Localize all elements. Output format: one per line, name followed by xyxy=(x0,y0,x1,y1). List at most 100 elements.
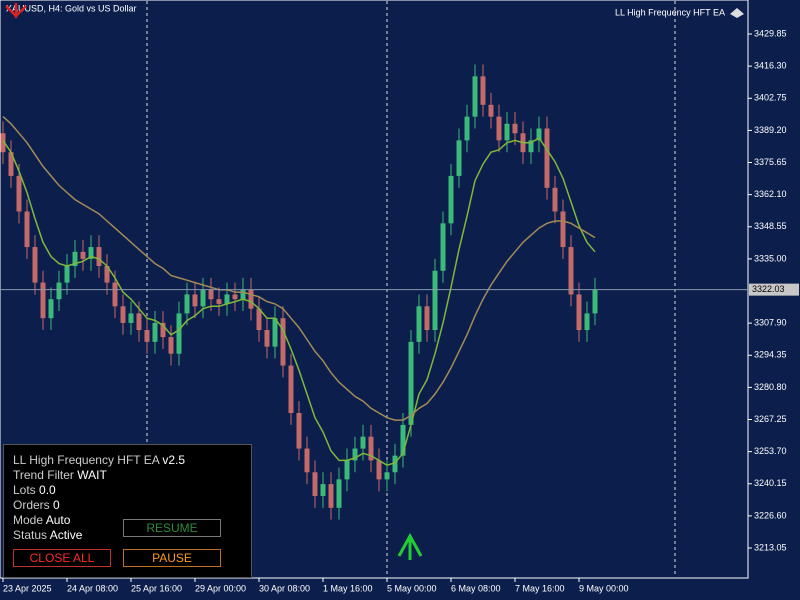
candle-body xyxy=(96,247,102,267)
y-tick-label: 3226.60 xyxy=(754,510,787,520)
candle-body xyxy=(536,128,542,141)
candle-body xyxy=(544,128,550,188)
candle-body xyxy=(416,306,422,342)
y-tick-label: 3253.70 xyxy=(754,446,787,456)
y-tick-label: 3416.30 xyxy=(754,61,787,71)
candle-body xyxy=(0,133,6,153)
y-tick-label: 3280.80 xyxy=(754,382,787,392)
candle-body xyxy=(16,175,22,212)
candle-body xyxy=(472,76,478,117)
y-tick-label: 3348.55 xyxy=(754,221,787,231)
panel-row: Mode Auto xyxy=(13,513,70,527)
x-tick-label: 5 May 00:00 xyxy=(387,583,437,593)
panel-row: Trend Filter WAIT xyxy=(13,468,107,482)
x-tick-label: 25 Apr 16:00 xyxy=(131,583,182,593)
candle-body xyxy=(272,318,278,347)
candle-body xyxy=(456,140,462,176)
row-value: 0.0 xyxy=(39,483,56,497)
candle-body xyxy=(40,282,46,319)
candle-body xyxy=(248,289,254,309)
candle-body xyxy=(104,266,110,283)
candle-body xyxy=(528,140,534,153)
candle-body xyxy=(368,436,374,461)
candle-body xyxy=(552,187,558,212)
candle-body xyxy=(240,289,246,300)
row-label: Status xyxy=(13,528,48,542)
y-tick-label: 3402.75 xyxy=(754,93,787,103)
y-tick-label: 3240.15 xyxy=(754,478,787,488)
x-tick-label: 6 May 08:00 xyxy=(451,583,501,593)
candle-body xyxy=(560,211,566,248)
x-tick-label: 7 May 16:00 xyxy=(515,583,565,593)
y-tick-label: 3267.25 xyxy=(754,414,787,424)
candle-body xyxy=(392,455,398,473)
candle-body xyxy=(504,123,510,141)
candle-body xyxy=(432,270,438,331)
candle-body xyxy=(480,76,486,105)
x-tick-label: 9 May 00:00 xyxy=(579,583,629,593)
y-tick-label: 3375.65 xyxy=(754,157,787,167)
candle-body xyxy=(120,306,126,323)
candle-body xyxy=(296,412,302,449)
ea-icon xyxy=(730,8,744,18)
y-tick-label: 3307.90 xyxy=(754,318,787,328)
panel-title: LL High Frequency HFT EA xyxy=(13,453,160,467)
candle-body xyxy=(184,294,190,314)
panel-version: v2.5 xyxy=(162,453,186,467)
candle-body xyxy=(160,322,166,338)
row-value: Auto xyxy=(45,513,71,527)
candle-body xyxy=(496,116,502,141)
candle-body xyxy=(376,460,382,480)
candle-body xyxy=(288,365,294,413)
candle-body xyxy=(200,289,206,307)
candle-body xyxy=(448,175,454,224)
candle-body xyxy=(32,247,38,283)
x-tick-label: 23 Apr 2025 xyxy=(3,583,52,593)
candle-body xyxy=(232,294,238,300)
candle-body xyxy=(320,484,326,496)
row-label: Mode xyxy=(13,513,44,527)
y-tick-label: 3335.00 xyxy=(754,253,787,263)
moving-average xyxy=(2,136,596,467)
x-tick-label: 29 Apr 00:00 xyxy=(195,583,246,593)
row-value: 0 xyxy=(53,498,60,512)
candle-body xyxy=(216,299,222,304)
close-all-button[interactable]: CLOSE ALL xyxy=(13,549,111,567)
candle-body xyxy=(344,460,350,480)
candle-body xyxy=(312,472,318,496)
candle-body xyxy=(88,247,94,259)
candle-body xyxy=(136,313,142,331)
candle-body xyxy=(352,448,358,461)
candle-body xyxy=(72,251,78,267)
y-tick-label: 3294.35 xyxy=(754,350,787,360)
candle-body xyxy=(208,289,214,300)
candle-body xyxy=(152,322,158,342)
candle-body xyxy=(576,294,582,331)
moving-average xyxy=(2,116,596,421)
candle-body xyxy=(8,152,14,176)
candle-body xyxy=(256,308,262,331)
resume-button[interactable]: RESUME xyxy=(123,519,221,537)
y-tick-label: 3213.05 xyxy=(754,542,787,552)
candle-body xyxy=(512,123,518,134)
ea-panel: LL High Frequency HFT EA v2.5 Trend Filt… xyxy=(3,444,252,578)
symbol-title: XAUUSD, H4: Gold vs US Dollar xyxy=(6,3,137,13)
candle-body xyxy=(64,266,70,283)
row-value: WAIT xyxy=(77,468,107,482)
last-price-label: 3322.03 xyxy=(752,284,785,294)
pause-button[interactable]: PAUSE xyxy=(123,549,221,567)
candle-body xyxy=(192,294,198,307)
row-label: Lots xyxy=(13,483,36,497)
candle-body xyxy=(128,313,134,323)
y-tick-label: 3429.85 xyxy=(754,28,787,38)
candle-body xyxy=(568,247,574,295)
x-tick-label: 1 May 16:00 xyxy=(323,583,373,593)
candle-body xyxy=(584,313,590,331)
candle-body xyxy=(264,330,270,347)
y-tick-label: 3362.10 xyxy=(754,189,787,199)
candle-body xyxy=(48,299,54,319)
candle-body xyxy=(592,289,598,314)
x-tick-label: 24 Apr 08:00 xyxy=(67,583,118,593)
panel-title-row: LL High Frequency HFT EA v2.5 xyxy=(13,453,185,467)
